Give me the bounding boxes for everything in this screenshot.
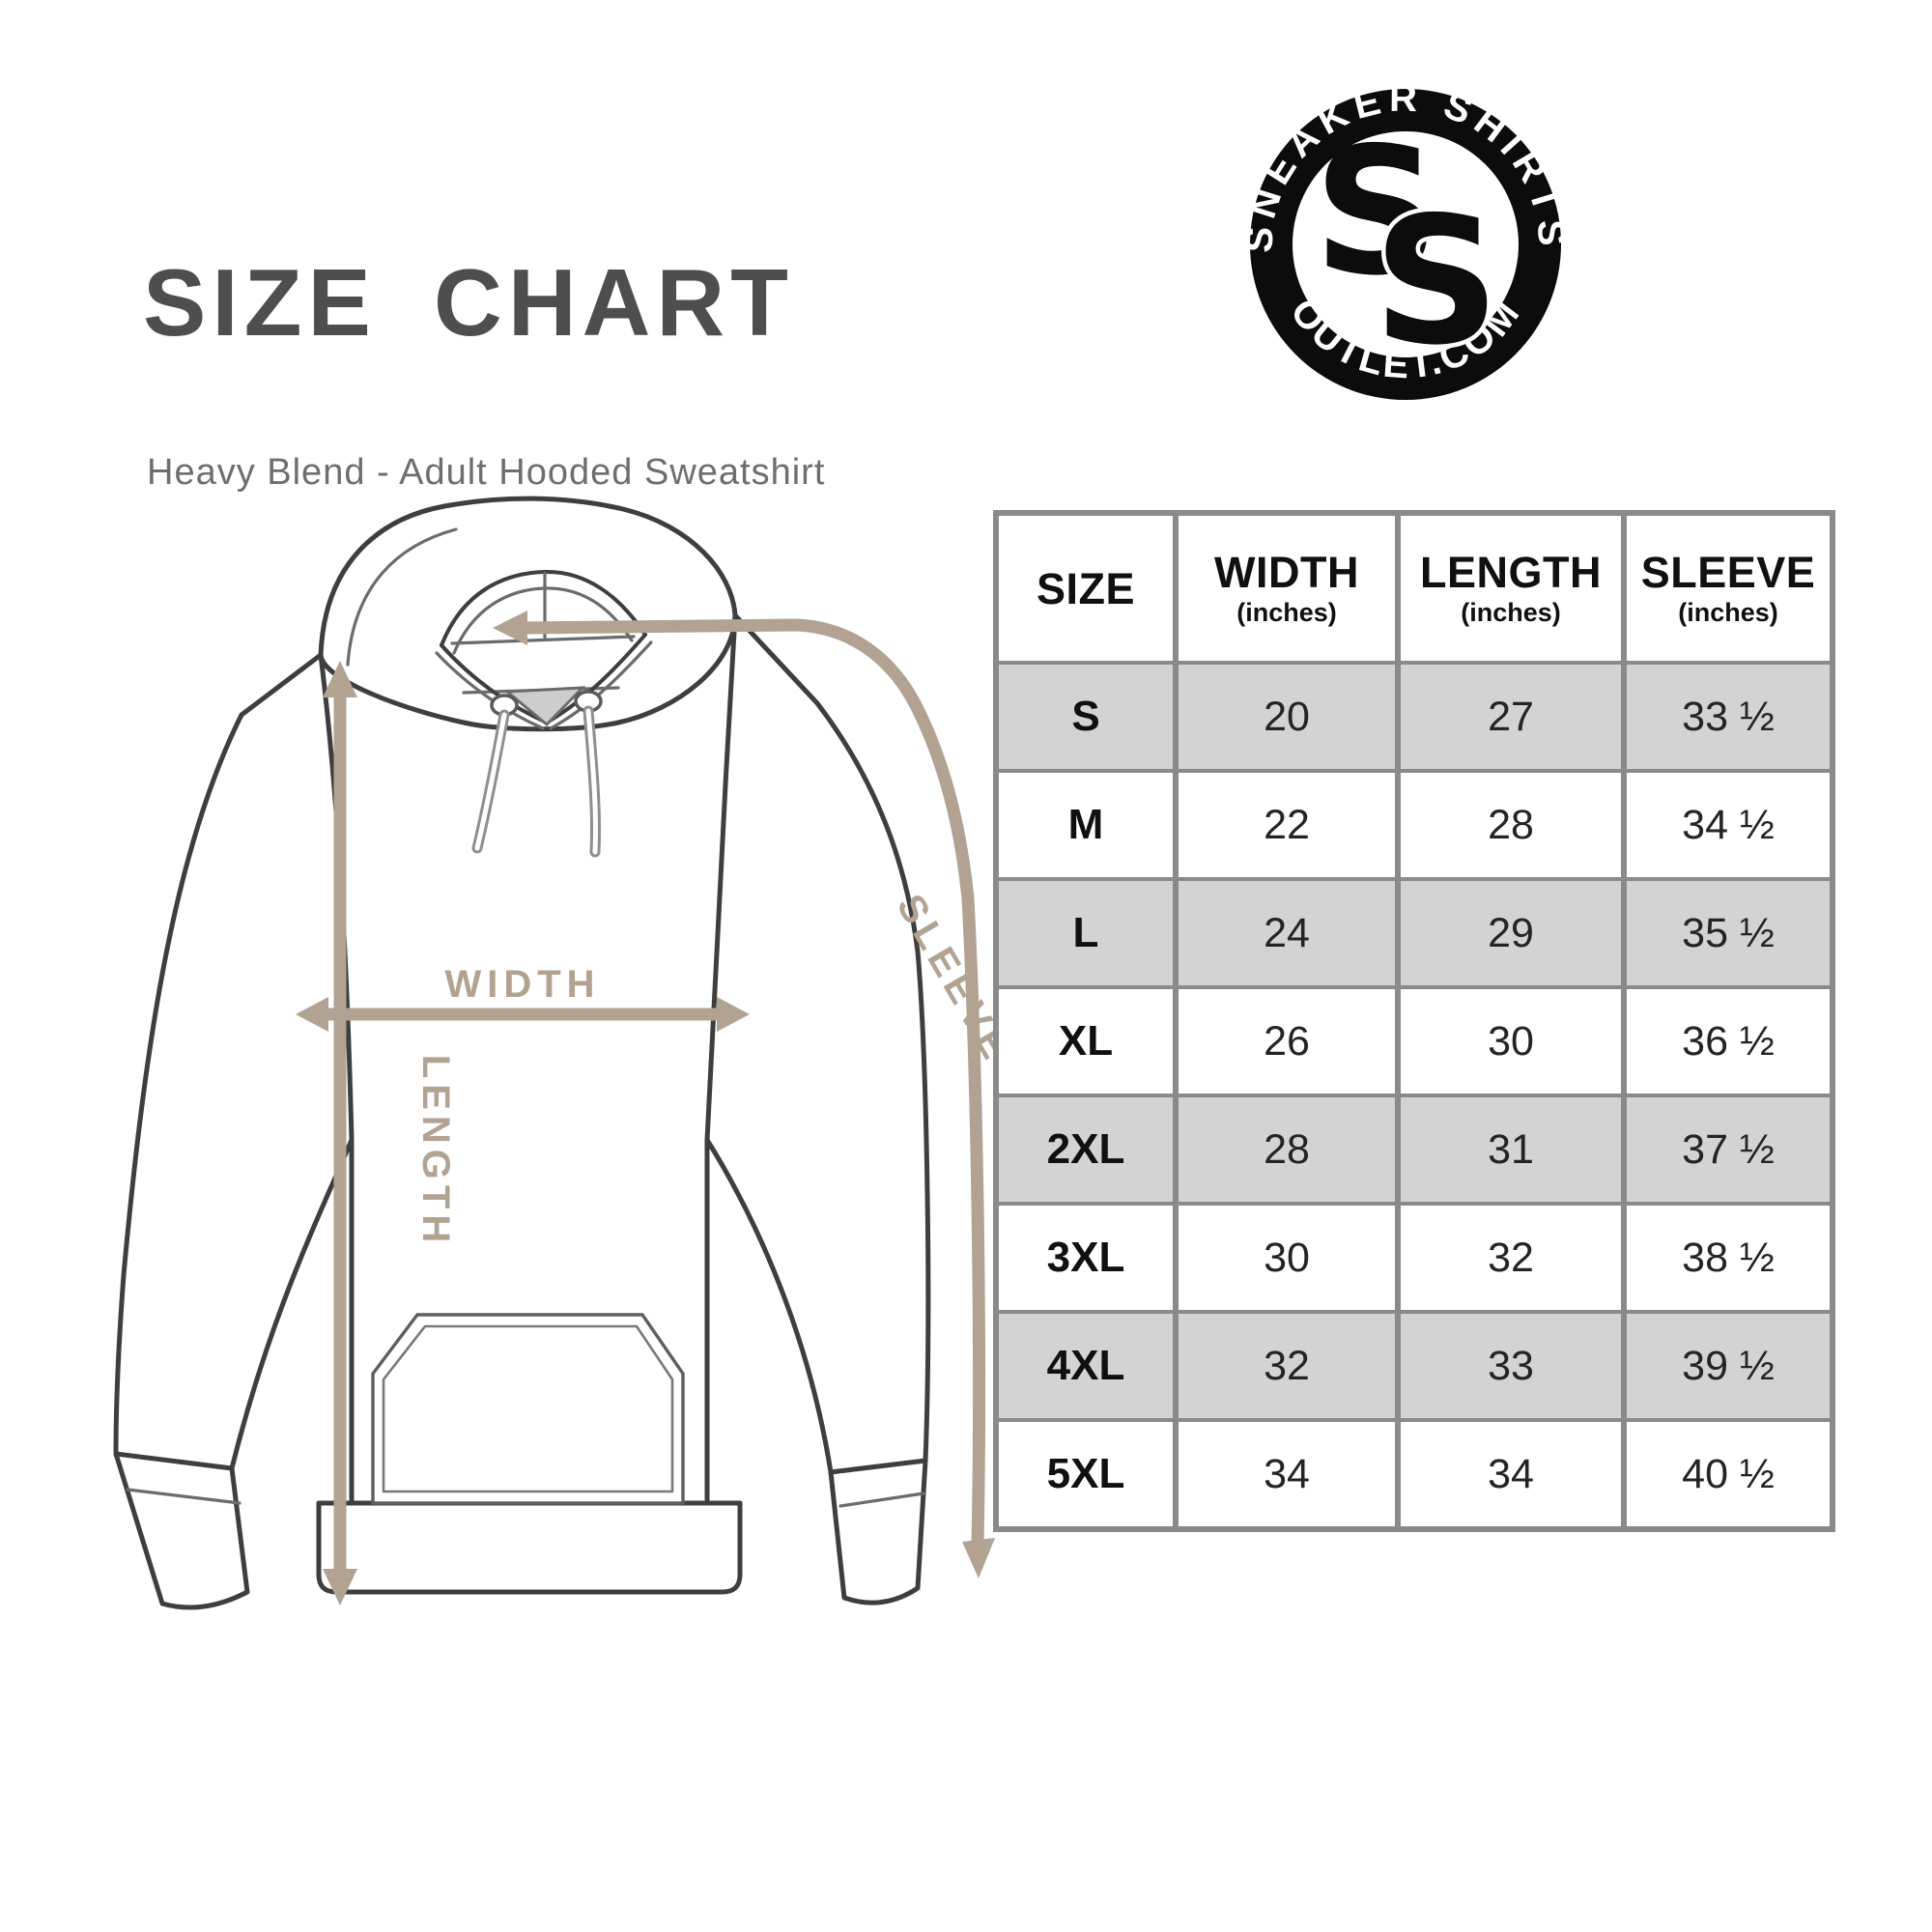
column-header-unit: (inches) — [1678, 598, 1778, 627]
length-label: LENGTH — [414, 1055, 457, 1248]
table-cell-size: M — [999, 773, 1173, 877]
column-header-width: WIDTH (inches) — [1179, 516, 1395, 661]
table-cell-length: 32 — [1401, 1206, 1621, 1310]
table-cell-size: 2XL — [999, 1097, 1173, 1202]
table-cell-sleeve: 38 ½ — [1627, 1206, 1830, 1310]
table-cell-width: 28 — [1179, 1097, 1395, 1202]
column-header-sleeve: SLEEVE (inches) — [1627, 516, 1830, 661]
column-header-label: SIZE — [1036, 563, 1136, 613]
hood-lining-triangle — [503, 686, 586, 727]
table-cell-size: XL — [999, 989, 1173, 1094]
sleeve-arrow — [493, 611, 995, 1578]
table-cell-size: L — [999, 881, 1173, 985]
column-header-length: LENGTH (inches) — [1401, 516, 1621, 661]
table-cell-length: 30 — [1401, 989, 1621, 1094]
svg-text:S: S — [1373, 179, 1499, 384]
table-cell-length: 29 — [1401, 881, 1621, 985]
table-cell-size: 5XL — [999, 1422, 1173, 1526]
page-subtitle: Heavy Blend - Adult Hooded Sweatshirt — [147, 452, 826, 493]
logo-inner-disc — [1293, 131, 1519, 357]
table-cell-length: 33 — [1401, 1314, 1621, 1418]
table-cell-width: 32 — [1179, 1314, 1395, 1418]
table-cell-length: 31 — [1401, 1097, 1621, 1202]
table-cell-length: 27 — [1401, 665, 1621, 769]
hood — [318, 496, 738, 858]
length-arrow — [323, 661, 357, 1605]
table-cell-sleeve: 37 ½ — [1627, 1097, 1830, 1202]
column-header-label: SLEEVE — [1640, 548, 1816, 597]
table-cell-size: 4XL — [999, 1314, 1173, 1418]
page-title: SIZE CHART — [143, 249, 794, 355]
column-header-label: WIDTH — [1214, 548, 1359, 597]
table-cell-width: 34 — [1179, 1422, 1395, 1526]
table-cell-size: S — [999, 665, 1173, 769]
width-label: WIDTH — [444, 963, 600, 1006]
table-cell-sleeve: 39 ½ — [1627, 1314, 1830, 1418]
svg-text:S: S — [1313, 109, 1439, 314]
table-cell-width: 22 — [1179, 773, 1395, 877]
kangaroo-pocket — [371, 1313, 685, 1505]
table-cell-width: 24 — [1179, 881, 1395, 985]
column-header-label: LENGTH — [1420, 548, 1602, 597]
table-cell-width: 30 — [1179, 1206, 1395, 1310]
table-cell-sleeve: 36 ½ — [1627, 989, 1830, 1094]
table-cell-size: 3XL — [999, 1206, 1173, 1310]
column-header-unit: (inches) — [1236, 598, 1337, 627]
hoodie-fills — [116, 498, 928, 1607]
table-cell-width: 26 — [1179, 989, 1395, 1094]
table-cell-length: 34 — [1401, 1422, 1621, 1526]
size-table: SIZE WIDTH (inches) LENGTH (inches) SLEE… — [993, 510, 1835, 1532]
brand-logo: SNEAKER SHIRTS OUTLET.COM S S — [1244, 83, 1567, 400]
column-header-unit: (inches) — [1461, 598, 1561, 627]
hoodie-measurement-diagram: WIDTH LENGTH SLEEVE — [113, 496, 1019, 1610]
table-cell-sleeve: 33 ½ — [1627, 665, 1830, 769]
logo-ss-monogram-icon: S S — [1313, 109, 1504, 388]
drawstrings — [471, 705, 602, 858]
table-cell-sleeve: 40 ½ — [1627, 1422, 1830, 1526]
width-arrow — [296, 997, 750, 1032]
column-header-size: SIZE — [999, 516, 1173, 661]
table-cell-sleeve: 35 ½ — [1627, 881, 1830, 985]
table-cell-length: 28 — [1401, 773, 1621, 877]
table-cell-sleeve: 34 ½ — [1627, 773, 1830, 877]
table-cell-width: 20 — [1179, 665, 1395, 769]
